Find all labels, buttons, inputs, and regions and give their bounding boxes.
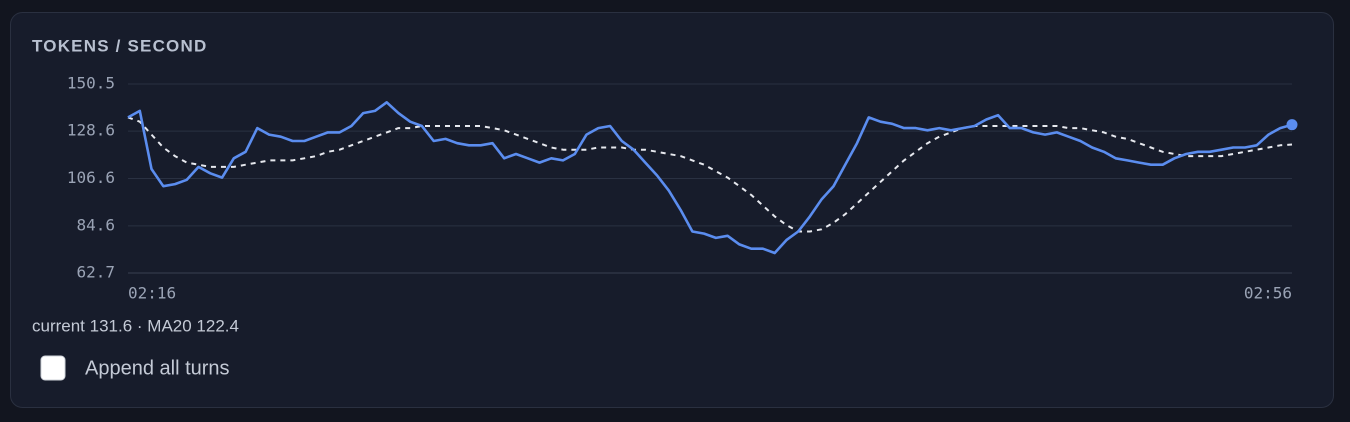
y-tick-label: 128.6 (67, 121, 115, 140)
y-tick-label: 106.6 (67, 168, 115, 187)
chart-title: TOKENS / SECOND (32, 36, 207, 55)
y-tick-label: 62.7 (76, 263, 115, 282)
moving-average-line (127, 116, 1293, 233)
y-tick-label: 150.5 (67, 74, 115, 93)
status-text: current 131.6 · MA20 122.4 (32, 316, 239, 335)
panel (10, 12, 1334, 408)
checkbox[interactable] (40, 355, 66, 381)
last-point (1286, 119, 1298, 131)
x-tick-label: 02:56 (1244, 284, 1292, 303)
y-tick-label: 84.6 (76, 215, 115, 234)
x-tick-label: 02:16 (128, 284, 176, 303)
data-line (127, 101, 1293, 255)
checkbox-label[interactable]: Append all turns (85, 357, 230, 379)
